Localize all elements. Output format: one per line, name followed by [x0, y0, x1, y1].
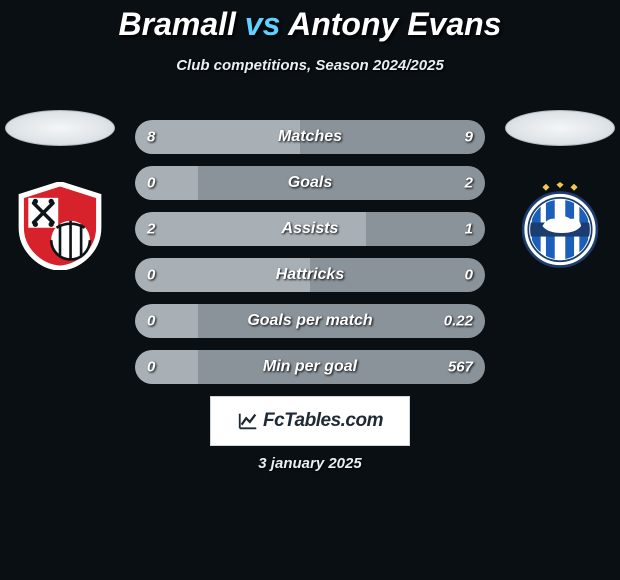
subtitle-text: Club competitions, Season 2024/2025 — [0, 57, 620, 74]
stats-bars: 89Matches 02Goals 21Assists 00Hattricks 00.2… — [135, 120, 485, 396]
stat-label: Min per goal — [135, 358, 485, 376]
stat-label: Goals per match — [135, 312, 485, 330]
stat-label: Hattricks — [135, 266, 485, 284]
brand-text: FcTables.com — [263, 410, 383, 432]
stat-label: Goals — [135, 174, 485, 192]
stat-bar: 02Goals — [135, 166, 485, 200]
date-text: 3 january 2025 — [0, 455, 620, 472]
stat-bar: 89Matches — [135, 120, 485, 154]
comparison-card: Bramall vs Antony Evans Club competition… — [0, 0, 620, 500]
brand-box: FcTables.com — [210, 396, 410, 446]
right-club-crest — [516, 182, 604, 270]
right-crest-column — [500, 110, 620, 270]
vs-text: vs — [245, 6, 281, 42]
left-club-crest — [16, 182, 104, 270]
page-title: Bramall vs Antony Evans — [0, 0, 620, 43]
stat-bar: 21Assists — [135, 212, 485, 246]
left-crest-column — [0, 110, 120, 270]
player1-name: Bramall — [119, 6, 236, 42]
right-platform-ellipse — [505, 110, 615, 146]
stat-bar: 00.22Goals per match — [135, 304, 485, 338]
left-platform-ellipse — [5, 110, 115, 146]
stat-bar: 00Hattricks — [135, 258, 485, 292]
stat-label: Matches — [135, 128, 485, 146]
stat-bar: 0567Min per goal — [135, 350, 485, 384]
stat-label: Assists — [135, 220, 485, 238]
player2-name: Antony Evans — [288, 6, 501, 42]
brand-chart-icon — [237, 410, 259, 432]
